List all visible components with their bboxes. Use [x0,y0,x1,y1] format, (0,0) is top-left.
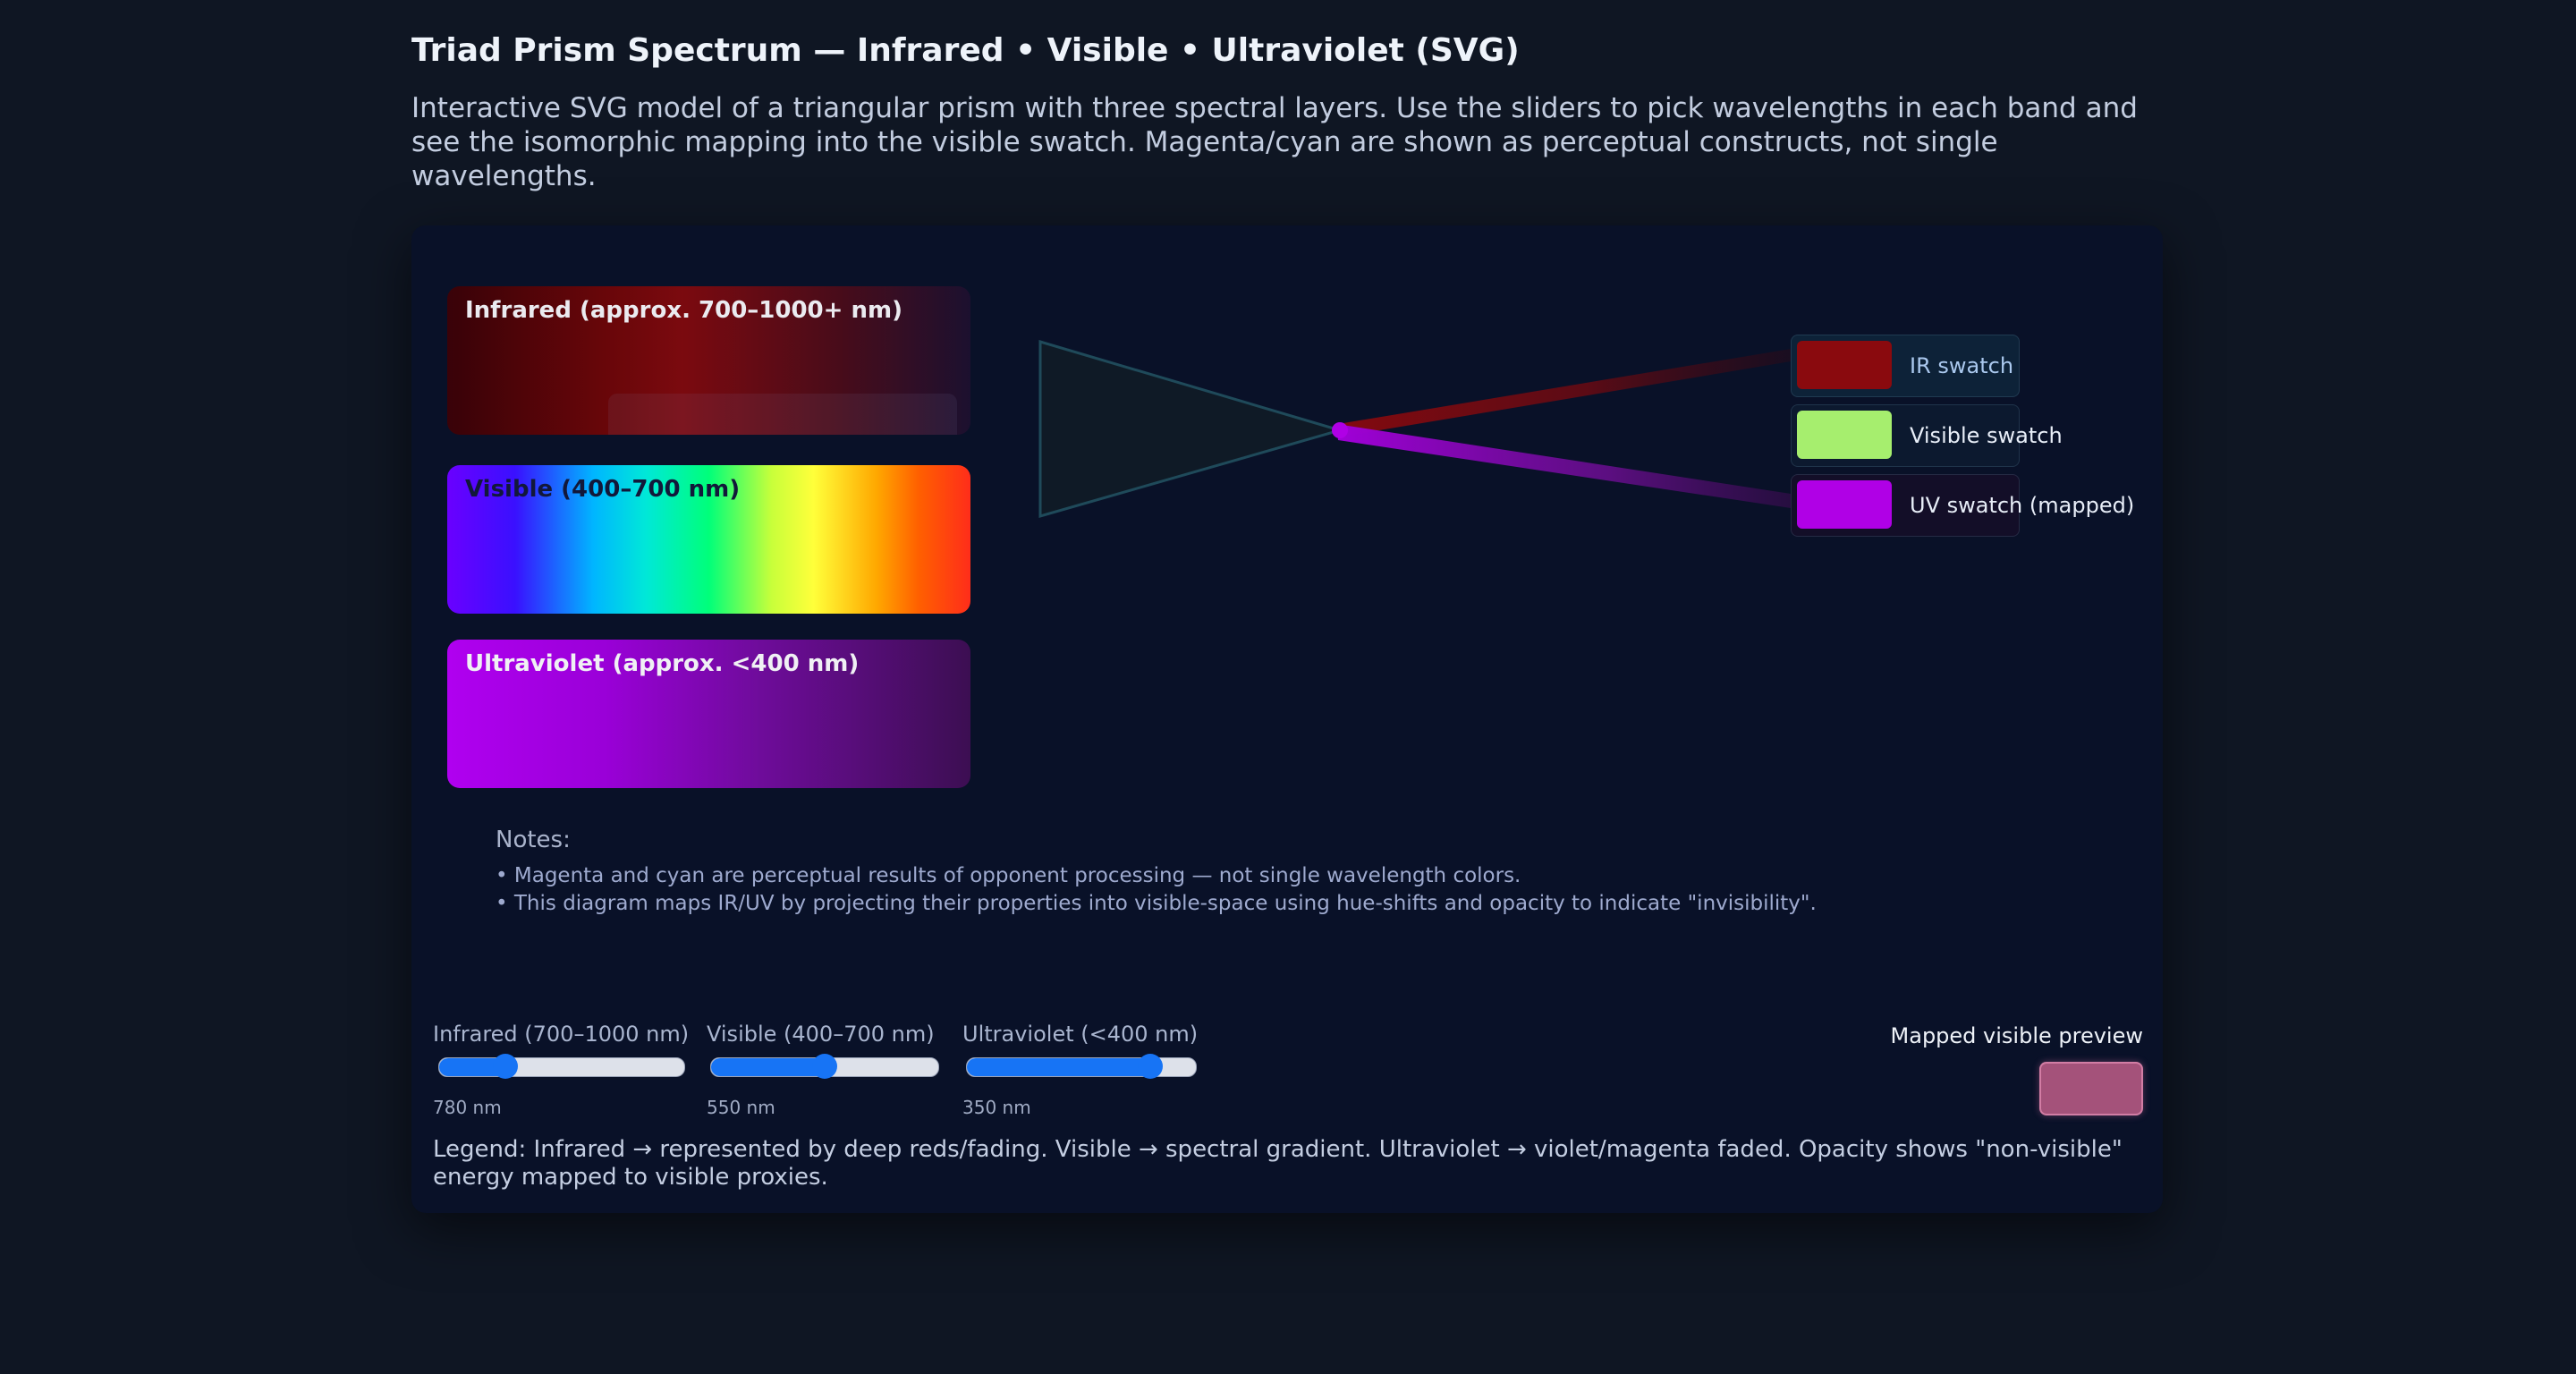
ultraviolet-slider[interactable] [966,1054,1197,1079]
slider-fill [711,1058,825,1076]
infrared-slider-value: 780 nm [433,1097,502,1118]
visible-swatch-label: Visible swatch [1910,423,2063,448]
visible-band-card: Visible (400–700 nm) [447,465,970,614]
infrared-band-card: Infrared (approx. 700–1000+ nm) [447,286,970,435]
beam-origin-point [1332,422,1348,438]
ultraviolet-band-card: Ultraviolet (approx. <400 nm) [447,640,970,788]
infrared-slider-group: Infrared (700–1000 nm) 780 nm [433,1022,690,1118]
visible-swatch-row: Visible swatch [1791,404,2063,467]
spectrum-panel: Infrared (approx. 700–1000+ nm) Visible … [411,225,2163,1213]
ultraviolet-band-label: Ultraviolet (approx. <400 nm) [465,650,860,677]
ir-swatch [1797,341,1892,389]
infrared-band-label: Infrared (approx. 700–1000+ nm) [465,297,902,324]
slider-thumb[interactable] [812,1054,837,1079]
ultraviolet-slider-label: Ultraviolet (<400 nm) [962,1022,1199,1047]
note-item: • Magenta and cyan are perceptual result… [496,864,1521,887]
prism-diagram [1038,339,1791,518]
infrared-slider-label: Infrared (700–1000 nm) [433,1022,690,1047]
slider-thumb[interactable] [1137,1054,1163,1079]
visible-slider[interactable] [710,1054,939,1079]
visible-slider-label: Visible (400–700 nm) [707,1022,935,1047]
ultraviolet-slider-value: 350 nm [962,1097,1031,1118]
preview-label: Mapped visible preview [1890,1023,2143,1048]
ir-beam [1338,349,1791,437]
mapped-preview-swatch [2039,1062,2143,1115]
legend-text: Legend: Infrared → represented by deep r… [433,1136,2123,1191]
visible-slider-group: Visible (400–700 nm) 550 nm [707,1022,939,1118]
ir-swatch-row: IR swatch [1791,335,2020,397]
infrared-ghost-overlay [608,394,957,435]
slider-thumb[interactable] [492,1054,518,1079]
prism-triangle [1038,339,1345,518]
uv-beam [1336,424,1791,508]
ultraviolet-slider-group: Ultraviolet (<400 nm) 350 nm [962,1022,1199,1118]
uv-swatch-label: UV swatch (mapped) [1910,493,2135,518]
visible-band-label: Visible (400–700 nm) [465,476,741,503]
notes-title: Notes: [496,827,571,853]
slider-fill [439,1058,505,1076]
page-description: Interactive SVG model of a triangular pr… [411,92,2138,192]
ir-swatch-label: IR swatch [1910,353,2014,378]
infrared-slider[interactable] [438,1054,685,1079]
page-title: Triad Prism Spectrum — Infrared • Visibl… [411,32,1520,69]
uv-swatch [1797,480,1892,529]
visible-slider-value: 550 nm [707,1097,775,1118]
visible-swatch [1797,411,1892,459]
uv-swatch-row: UV swatch (mapped) [1791,474,2134,537]
slider-fill [967,1058,1150,1076]
note-item: • This diagram maps IR/UV by projecting … [496,892,1817,915]
